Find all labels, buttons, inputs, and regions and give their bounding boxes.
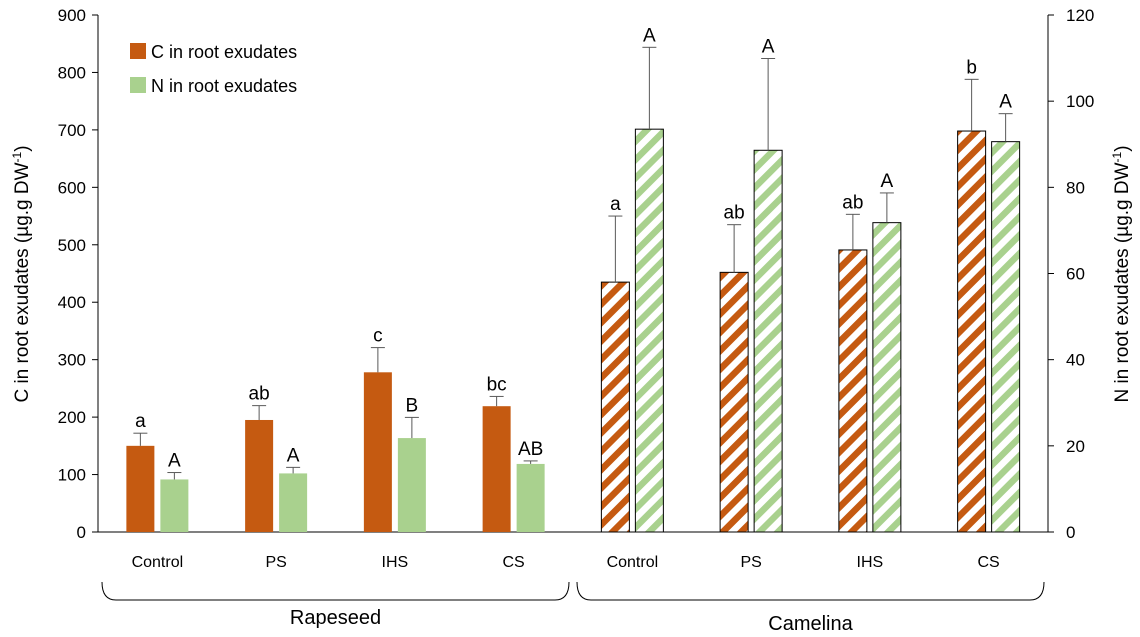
left-tick-label: 900 xyxy=(58,6,86,25)
bar-n xyxy=(753,149,783,533)
bar-c xyxy=(838,249,868,533)
right-tick-label: 120 xyxy=(1066,6,1094,25)
significance-label: A xyxy=(168,451,181,472)
left-axis-title: C in root exudates (µg.g DW-1) xyxy=(10,145,33,402)
bar-c xyxy=(363,372,392,532)
left-axis: 0 100 200 300 400 500 600 700 800 900 C in root e… xyxy=(10,6,99,542)
group-bracket xyxy=(576,581,1045,601)
x-tick-label: IHS xyxy=(857,554,884,571)
left-tick-label: 300 xyxy=(58,351,86,370)
left-tick-label: 700 xyxy=(58,121,86,140)
significance-label: a xyxy=(135,411,146,432)
right-axis-ticks: 0 20 40 60 80 100 120 xyxy=(1048,6,1094,542)
significance-label: ab xyxy=(842,192,863,213)
group-brackets: Rapeseed Camelina xyxy=(101,581,1045,635)
right-tick-label: 100 xyxy=(1066,92,1094,111)
bar-c xyxy=(245,419,274,532)
x-tick-label: PS xyxy=(740,554,761,571)
group-label: Camelina xyxy=(768,613,853,635)
left-tick-label: 800 xyxy=(58,63,86,82)
significance-label: AB xyxy=(518,439,543,460)
right-tick-label: 40 xyxy=(1066,351,1085,370)
left-tick-label: 200 xyxy=(58,408,86,427)
left-tick-label: 600 xyxy=(58,178,86,197)
bars-layer: a Aab Ac Bbc AB a Aab Aab Ab A xyxy=(126,25,1021,533)
significance-label: c xyxy=(373,326,383,347)
legend-label-n: N in root exudates xyxy=(151,76,297,96)
bar-n xyxy=(634,128,664,533)
significance-label: A xyxy=(643,25,656,46)
right-tick-label: 80 xyxy=(1066,178,1085,197)
significance-label: a xyxy=(610,194,621,215)
right-tick-label: 0 xyxy=(1066,523,1075,542)
right-tick-label: 60 xyxy=(1066,265,1085,284)
legend-swatch-c xyxy=(130,43,146,59)
bar-n xyxy=(397,438,426,532)
bar-n xyxy=(279,473,308,532)
left-axis-ticks: 0 100 200 300 400 500 600 700 800 900 xyxy=(58,6,98,542)
left-tick-label: 0 xyxy=(77,523,86,542)
right-axis-title: N in root exudates (µg.g DW-1) xyxy=(1110,145,1133,402)
significance-label: b xyxy=(966,57,977,78)
bar-n xyxy=(160,479,189,532)
significance-label: A xyxy=(287,445,300,466)
legend-label-c: C in root exudates xyxy=(151,42,297,62)
right-axis: 0 20 40 60 80 100 120 N in root exudates (µg.g… xyxy=(1047,6,1133,542)
bar-c xyxy=(126,445,155,532)
significance-label: bc xyxy=(487,374,507,395)
left-tick-label: 100 xyxy=(58,466,86,485)
legend-swatch-n xyxy=(130,77,146,93)
right-tick-label: 20 xyxy=(1066,437,1085,456)
x-axis-tick-labels: Control PS IHS CS Control PS IHS CS xyxy=(132,554,1000,571)
significance-label: A xyxy=(999,92,1012,113)
bar-n xyxy=(991,141,1021,533)
significance-label: ab xyxy=(249,384,270,405)
bar-c xyxy=(719,271,749,533)
x-tick-label: CS xyxy=(978,554,1000,571)
bar-c xyxy=(600,281,630,533)
x-tick-label: IHS xyxy=(382,554,409,571)
x-tick-label: CS xyxy=(503,554,525,571)
bar-n xyxy=(516,463,545,532)
bar-c xyxy=(957,130,987,533)
group-bracket xyxy=(101,581,570,601)
bar-n xyxy=(872,222,902,533)
significance-label: ab xyxy=(724,203,745,224)
significance-label: A xyxy=(881,171,894,192)
group-label: Rapeseed xyxy=(290,607,381,629)
bar-c xyxy=(482,406,511,532)
significance-label: A xyxy=(762,37,775,58)
x-tick-label: Control xyxy=(132,554,184,571)
left-tick-label: 500 xyxy=(58,236,86,255)
x-tick-label: PS xyxy=(265,554,286,571)
left-tick-label: 400 xyxy=(58,293,86,312)
legend: C in root exudates N in root exudates xyxy=(130,42,297,96)
x-tick-label: Control xyxy=(607,554,659,571)
significance-label: B xyxy=(406,395,419,416)
